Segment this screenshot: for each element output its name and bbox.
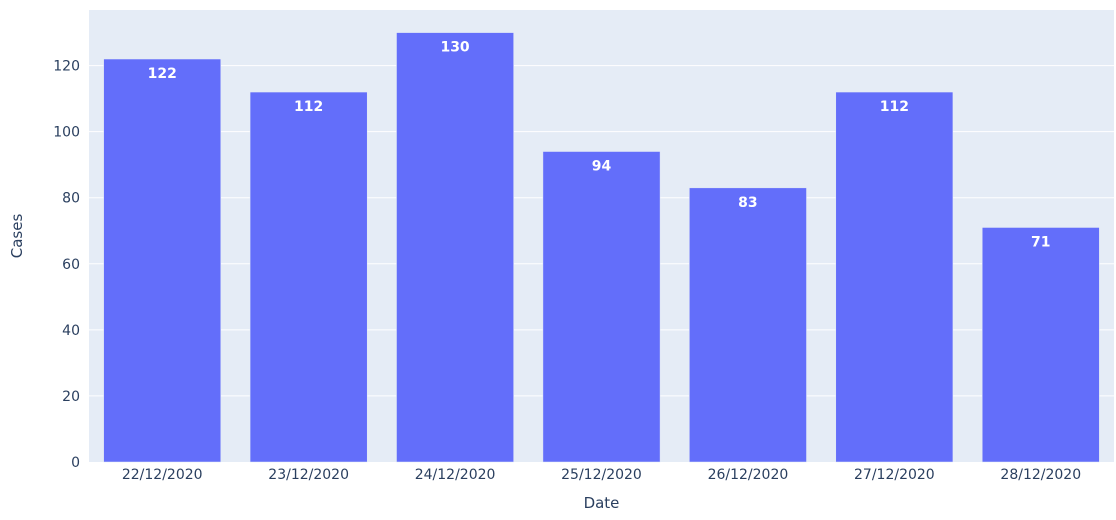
bar-value-label: 71	[1031, 234, 1050, 250]
bar-value-label: 94	[592, 159, 612, 175]
x-tick-label: 24/12/2020	[415, 467, 496, 483]
y-tick-label: 20	[62, 389, 80, 405]
bar-labels: 122 112 130 94 83 112 71	[148, 40, 1051, 251]
y-tick-label: 40	[62, 323, 80, 339]
bar-value-label: 112	[880, 99, 909, 115]
y-tick-label: 0	[71, 455, 80, 471]
x-tick-label: 27/12/2020	[854, 467, 935, 483]
x-axis-title: Date	[584, 494, 620, 512]
bar-value-label: 112	[294, 99, 323, 115]
bar	[103, 58, 222, 463]
bar-value-label: 130	[440, 40, 469, 56]
y-axis-title: Cases	[8, 214, 26, 259]
bar	[835, 91, 954, 463]
x-tick-label: 23/12/2020	[268, 467, 349, 483]
y-axis-ticks: 0 20 40 60 80 100 120	[53, 59, 80, 471]
x-tick-label: 25/12/2020	[561, 467, 642, 483]
x-tick-label: 26/12/2020	[708, 467, 789, 483]
y-tick-label: 60	[62, 257, 80, 273]
bar-value-label: 122	[148, 66, 177, 82]
bar	[542, 151, 661, 463]
x-axis-ticks: 22/12/2020 23/12/2020 24/12/2020 25/12/2020…	[122, 467, 1081, 483]
bar	[249, 91, 368, 463]
bar-value-label: 83	[738, 195, 757, 211]
bar	[396, 32, 514, 463]
y-tick-label: 100	[53, 125, 80, 141]
y-tick-label: 120	[53, 59, 80, 75]
bars	[103, 32, 1100, 463]
bar	[689, 187, 807, 463]
bar	[981, 227, 1100, 463]
x-tick-label: 22/12/2020	[122, 467, 203, 483]
y-tick-label: 80	[62, 191, 80, 207]
x-tick-label: 28/12/2020	[1000, 467, 1081, 483]
